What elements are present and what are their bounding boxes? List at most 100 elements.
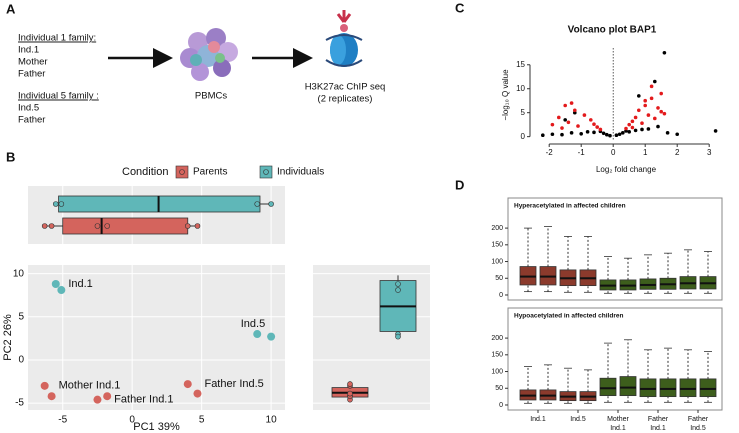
volcano-point bbox=[617, 132, 622, 137]
family-member: Ind.5 bbox=[18, 103, 39, 114]
volcano-point bbox=[662, 111, 667, 116]
box bbox=[679, 378, 697, 398]
volcano-point bbox=[653, 116, 657, 121]
step-label: PBMCs bbox=[195, 91, 227, 102]
volcano-point bbox=[665, 131, 670, 135]
x-tick-label: Ind.1 bbox=[530, 416, 546, 423]
box-point bbox=[395, 281, 401, 287]
volcano-point bbox=[569, 101, 574, 105]
volcano-point bbox=[646, 127, 651, 131]
y-tick-label: 0 bbox=[499, 292, 503, 299]
box-point bbox=[58, 201, 65, 207]
legend-label: Parents bbox=[193, 167, 227, 178]
x-tick-label: Father bbox=[648, 416, 669, 423]
box-point bbox=[104, 223, 110, 229]
panel-label: B bbox=[6, 149, 15, 164]
family-member: Father bbox=[18, 69, 45, 80]
volcano-point bbox=[563, 118, 567, 122]
x-tick-label: 10 bbox=[266, 415, 278, 426]
y-tick-label: 0 bbox=[499, 402, 503, 409]
box-point bbox=[395, 287, 401, 293]
x-tick-label: -2 bbox=[546, 148, 554, 157]
volcano-point bbox=[633, 128, 638, 133]
volcano-point bbox=[624, 126, 628, 131]
scatter-point bbox=[57, 286, 66, 295]
volcano-point bbox=[643, 103, 647, 108]
box-point bbox=[52, 201, 59, 207]
volcano-point bbox=[656, 124, 660, 129]
y-tick-label: 5 bbox=[18, 311, 24, 322]
volcano-point bbox=[605, 132, 609, 137]
volcano-point bbox=[627, 130, 631, 134]
volcano-point bbox=[563, 103, 567, 108]
scatter-point bbox=[51, 279, 60, 288]
volcano-point bbox=[659, 91, 663, 96]
volcano-point bbox=[637, 108, 641, 113]
volcano-point bbox=[579, 131, 583, 136]
box-point bbox=[347, 381, 353, 387]
volcano-point bbox=[675, 132, 679, 137]
plot-background bbox=[28, 265, 285, 410]
y-tick-label: 150 bbox=[491, 352, 503, 359]
scatter-point bbox=[103, 392, 112, 401]
volcano-point bbox=[566, 120, 571, 125]
x-tick-label: Ind.5 bbox=[570, 416, 586, 423]
scatter-point bbox=[193, 389, 202, 398]
volcano-point bbox=[569, 131, 574, 135]
y-tick-label: 200 bbox=[491, 335, 503, 342]
y-tick-label: 10 bbox=[13, 268, 25, 279]
point-label: Father Ind.5 bbox=[204, 378, 263, 390]
y-tick-label: 100 bbox=[491, 368, 503, 375]
point-label: Ind.1 bbox=[68, 278, 92, 290]
volcano-point bbox=[656, 106, 660, 110]
volcano-point bbox=[598, 127, 603, 132]
volcano-point bbox=[659, 109, 663, 114]
volcano-point bbox=[560, 126, 564, 130]
cells-icon bbox=[180, 28, 238, 81]
y-tick-label: 50 bbox=[495, 275, 503, 282]
volcano-point bbox=[608, 133, 612, 138]
box-point bbox=[347, 390, 353, 397]
volcano-point bbox=[573, 108, 577, 113]
x-tick-label: Father bbox=[688, 416, 709, 423]
legend-label: Individuals bbox=[277, 167, 324, 178]
x-tick-label: 5 bbox=[199, 415, 205, 426]
volcano-point bbox=[582, 113, 587, 117]
box-point bbox=[194, 223, 201, 229]
volcano-point bbox=[713, 129, 718, 133]
scatter-point bbox=[93, 395, 102, 404]
step-label: H3K27ac ChIP seq bbox=[305, 82, 386, 93]
x-tick-label: 1 bbox=[643, 148, 648, 157]
plot-background bbox=[28, 186, 285, 244]
plot-frame bbox=[507, 197, 723, 301]
legend-title: Condition bbox=[122, 166, 168, 178]
family-member: Mother bbox=[18, 57, 48, 68]
x-tick-label: 2 bbox=[675, 148, 680, 157]
y-tick-label: 0 bbox=[521, 132, 526, 141]
volcano-point bbox=[595, 125, 599, 129]
scatter-point bbox=[183, 380, 192, 389]
family-title: Individual 1 family: bbox=[18, 33, 96, 44]
scatter-point bbox=[40, 381, 49, 390]
volcano-point bbox=[576, 124, 580, 128]
x-tick-label: Ind.1 bbox=[610, 425, 626, 432]
x-axis-label: Log₂ fold change bbox=[596, 165, 657, 174]
volcano-point bbox=[550, 132, 555, 137]
volcano-point bbox=[585, 130, 590, 134]
plot-frame bbox=[507, 307, 723, 411]
box bbox=[699, 378, 717, 398]
y-axis-label: −log₁₀ Q value bbox=[501, 69, 510, 121]
nucleosome-icon bbox=[325, 10, 363, 67]
box bbox=[639, 378, 657, 398]
volcano-point bbox=[557, 115, 561, 120]
volcano-point bbox=[627, 122, 631, 127]
point-label: Ind.5 bbox=[241, 318, 265, 330]
y-tick-label: 0 bbox=[18, 355, 24, 366]
volcano-point bbox=[649, 96, 654, 101]
y-tick-label: 100 bbox=[491, 258, 503, 265]
box-point bbox=[268, 201, 274, 207]
box-point bbox=[254, 201, 261, 207]
volcano-point bbox=[637, 94, 641, 98]
volcano-point bbox=[662, 50, 667, 55]
box bbox=[62, 217, 189, 235]
